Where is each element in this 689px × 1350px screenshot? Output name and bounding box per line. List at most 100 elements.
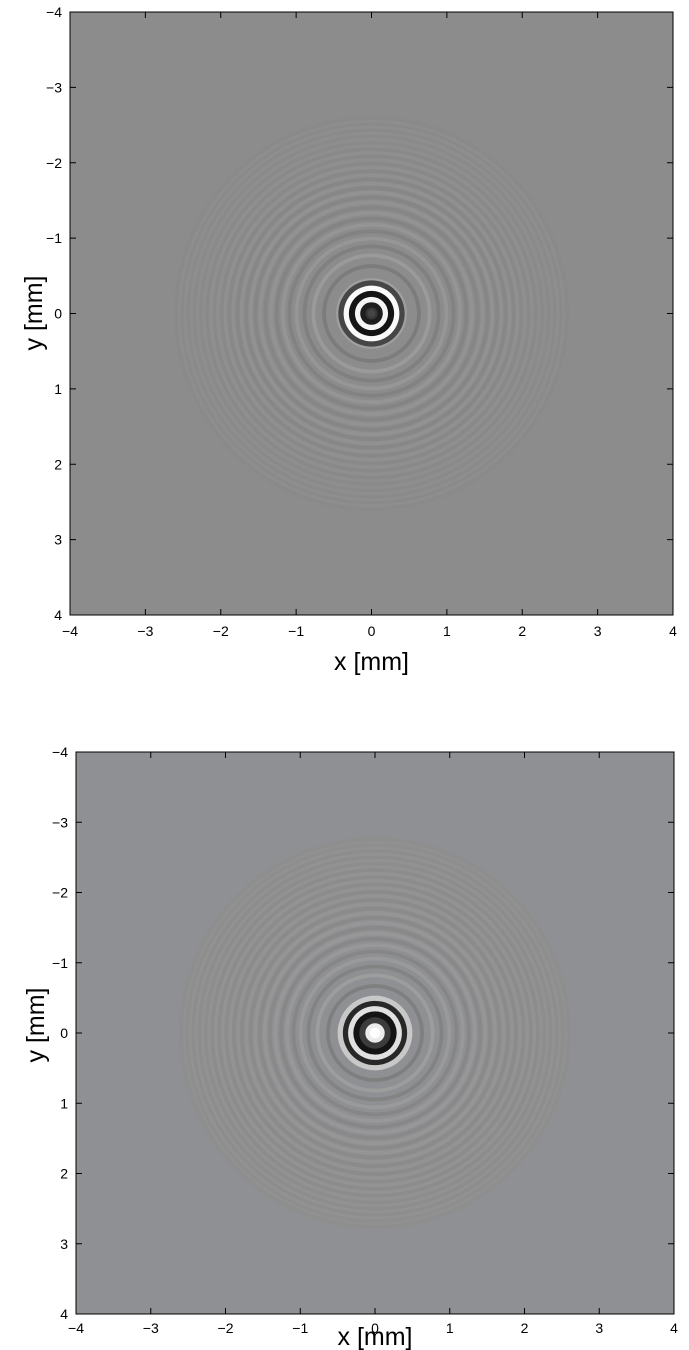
faint-ring xyxy=(244,186,499,441)
faint-ring xyxy=(248,190,495,437)
x-tick-label: 3 xyxy=(595,1320,603,1336)
x-tick-label: −3 xyxy=(137,623,153,639)
interference-rings xyxy=(174,116,569,511)
faint-ring xyxy=(231,173,512,454)
faint-ring xyxy=(287,229,456,398)
faint-ring xyxy=(326,984,424,1082)
faint-ring xyxy=(195,137,548,490)
faint-ring xyxy=(262,920,488,1146)
faint-ring xyxy=(227,169,516,458)
y-tick-label: −1 xyxy=(52,955,68,971)
bottom-panel: −4 −4 −3 −3 −2 −2 −1 −1 0 0 1 1 2 2 3 3 4 4 x [mm] y [mm] xyxy=(22,744,678,1350)
y-tick-label: 1 xyxy=(60,1095,68,1111)
faint-ring xyxy=(197,855,553,1211)
faint-ring xyxy=(273,931,477,1135)
y-tick-label: 0 xyxy=(54,306,62,322)
y-tick-label: −1 xyxy=(46,230,62,246)
faint-ring xyxy=(200,858,550,1208)
faint-ring xyxy=(315,973,435,1093)
faint-ring xyxy=(212,154,531,473)
faint-ring xyxy=(235,177,508,450)
y-axis-label: y [mm] xyxy=(20,276,48,351)
y-tick-label: 3 xyxy=(60,1236,68,1252)
faint-ring xyxy=(240,898,510,1168)
faint-ring xyxy=(219,161,524,466)
faint-ring xyxy=(279,937,471,1129)
faint-ring xyxy=(274,216,469,411)
faint-ring xyxy=(258,200,485,427)
y-tick-label: 4 xyxy=(60,1306,68,1322)
faint-ring xyxy=(185,127,558,500)
faint-ring xyxy=(179,837,571,1229)
faint-ring xyxy=(232,890,518,1176)
faint-ring xyxy=(267,925,483,1141)
faint-ring xyxy=(253,195,490,432)
faint-ring xyxy=(285,943,465,1123)
x-tick-label: −1 xyxy=(292,1320,308,1336)
faint-ring xyxy=(228,886,522,1180)
x-tick-label: −4 xyxy=(68,1320,84,1336)
y-tick-label: −3 xyxy=(46,79,62,95)
y-tick-label: 2 xyxy=(60,1166,68,1182)
faint-ring xyxy=(224,882,526,1184)
faint-ring xyxy=(198,140,545,487)
faint-ring xyxy=(208,150,535,477)
y-tick-label: −3 xyxy=(52,814,68,830)
x-tick-label: 2 xyxy=(521,1320,529,1336)
central-spot xyxy=(367,309,376,318)
faint-ring xyxy=(206,864,544,1202)
faint-ring xyxy=(179,121,564,506)
x-tick-label: 2 xyxy=(518,623,526,639)
x-tick-label: 1 xyxy=(443,623,451,639)
faint-ring xyxy=(194,852,556,1214)
faint-ring xyxy=(311,253,432,374)
faint-ring xyxy=(210,868,540,1198)
faint-ring xyxy=(223,165,520,462)
x-tick-label: −2 xyxy=(218,1320,234,1336)
faint-ring xyxy=(244,902,506,1164)
faint-ring xyxy=(182,840,568,1226)
x-tick-label: 3 xyxy=(594,623,602,639)
y-tick-label: −4 xyxy=(46,4,62,20)
faint-ring xyxy=(184,842,566,1224)
y-tick-label: 3 xyxy=(54,532,62,548)
faint-ring xyxy=(268,210,475,417)
top-panel: −4 −4 −3 −3 −2 −2 −1 −1 0 0 1 1 2 2 3 3 4 4 x [mm] y [mm] xyxy=(20,4,677,676)
x-tick-label: −2 xyxy=(213,623,229,639)
central-spot xyxy=(372,1030,378,1036)
faint-ring xyxy=(239,181,504,446)
faint-ring xyxy=(248,906,502,1160)
y-tick-label: −4 xyxy=(52,744,68,760)
faint-ring xyxy=(176,118,567,509)
faint-ring xyxy=(215,157,528,470)
y-tick-label: 4 xyxy=(54,607,62,623)
x-tick-label: 0 xyxy=(371,1320,379,1336)
faint-ring xyxy=(192,134,551,493)
x-axis-label: x [mm] xyxy=(338,1323,413,1350)
x-tick-label: −4 xyxy=(62,623,78,639)
y-tick-label: −2 xyxy=(52,885,68,901)
faint-ring xyxy=(336,278,407,349)
y-tick-label: 2 xyxy=(54,456,62,472)
faint-ring xyxy=(280,222,463,405)
x-tick-label: 0 xyxy=(368,623,376,639)
faint-ring xyxy=(291,949,459,1117)
x-tick-label: 4 xyxy=(670,1320,678,1336)
faint-ring xyxy=(213,871,537,1195)
faint-ring xyxy=(217,875,533,1191)
y-axis-label: y [mm] xyxy=(22,988,50,1063)
faint-ring xyxy=(201,143,542,484)
faint-ring xyxy=(203,861,547,1205)
faint-ring xyxy=(235,893,515,1173)
faint-ring xyxy=(322,264,421,363)
y-tick-label: 0 xyxy=(60,1025,68,1041)
x-tick-label: 1 xyxy=(446,1320,454,1336)
x-axis-label: x [mm] xyxy=(334,648,409,676)
faint-ring xyxy=(257,915,493,1151)
faint-ring xyxy=(294,236,449,391)
faint-ring xyxy=(205,147,538,480)
faint-ring xyxy=(182,124,561,503)
faint-ring xyxy=(263,205,480,422)
faint-ring xyxy=(190,848,560,1218)
